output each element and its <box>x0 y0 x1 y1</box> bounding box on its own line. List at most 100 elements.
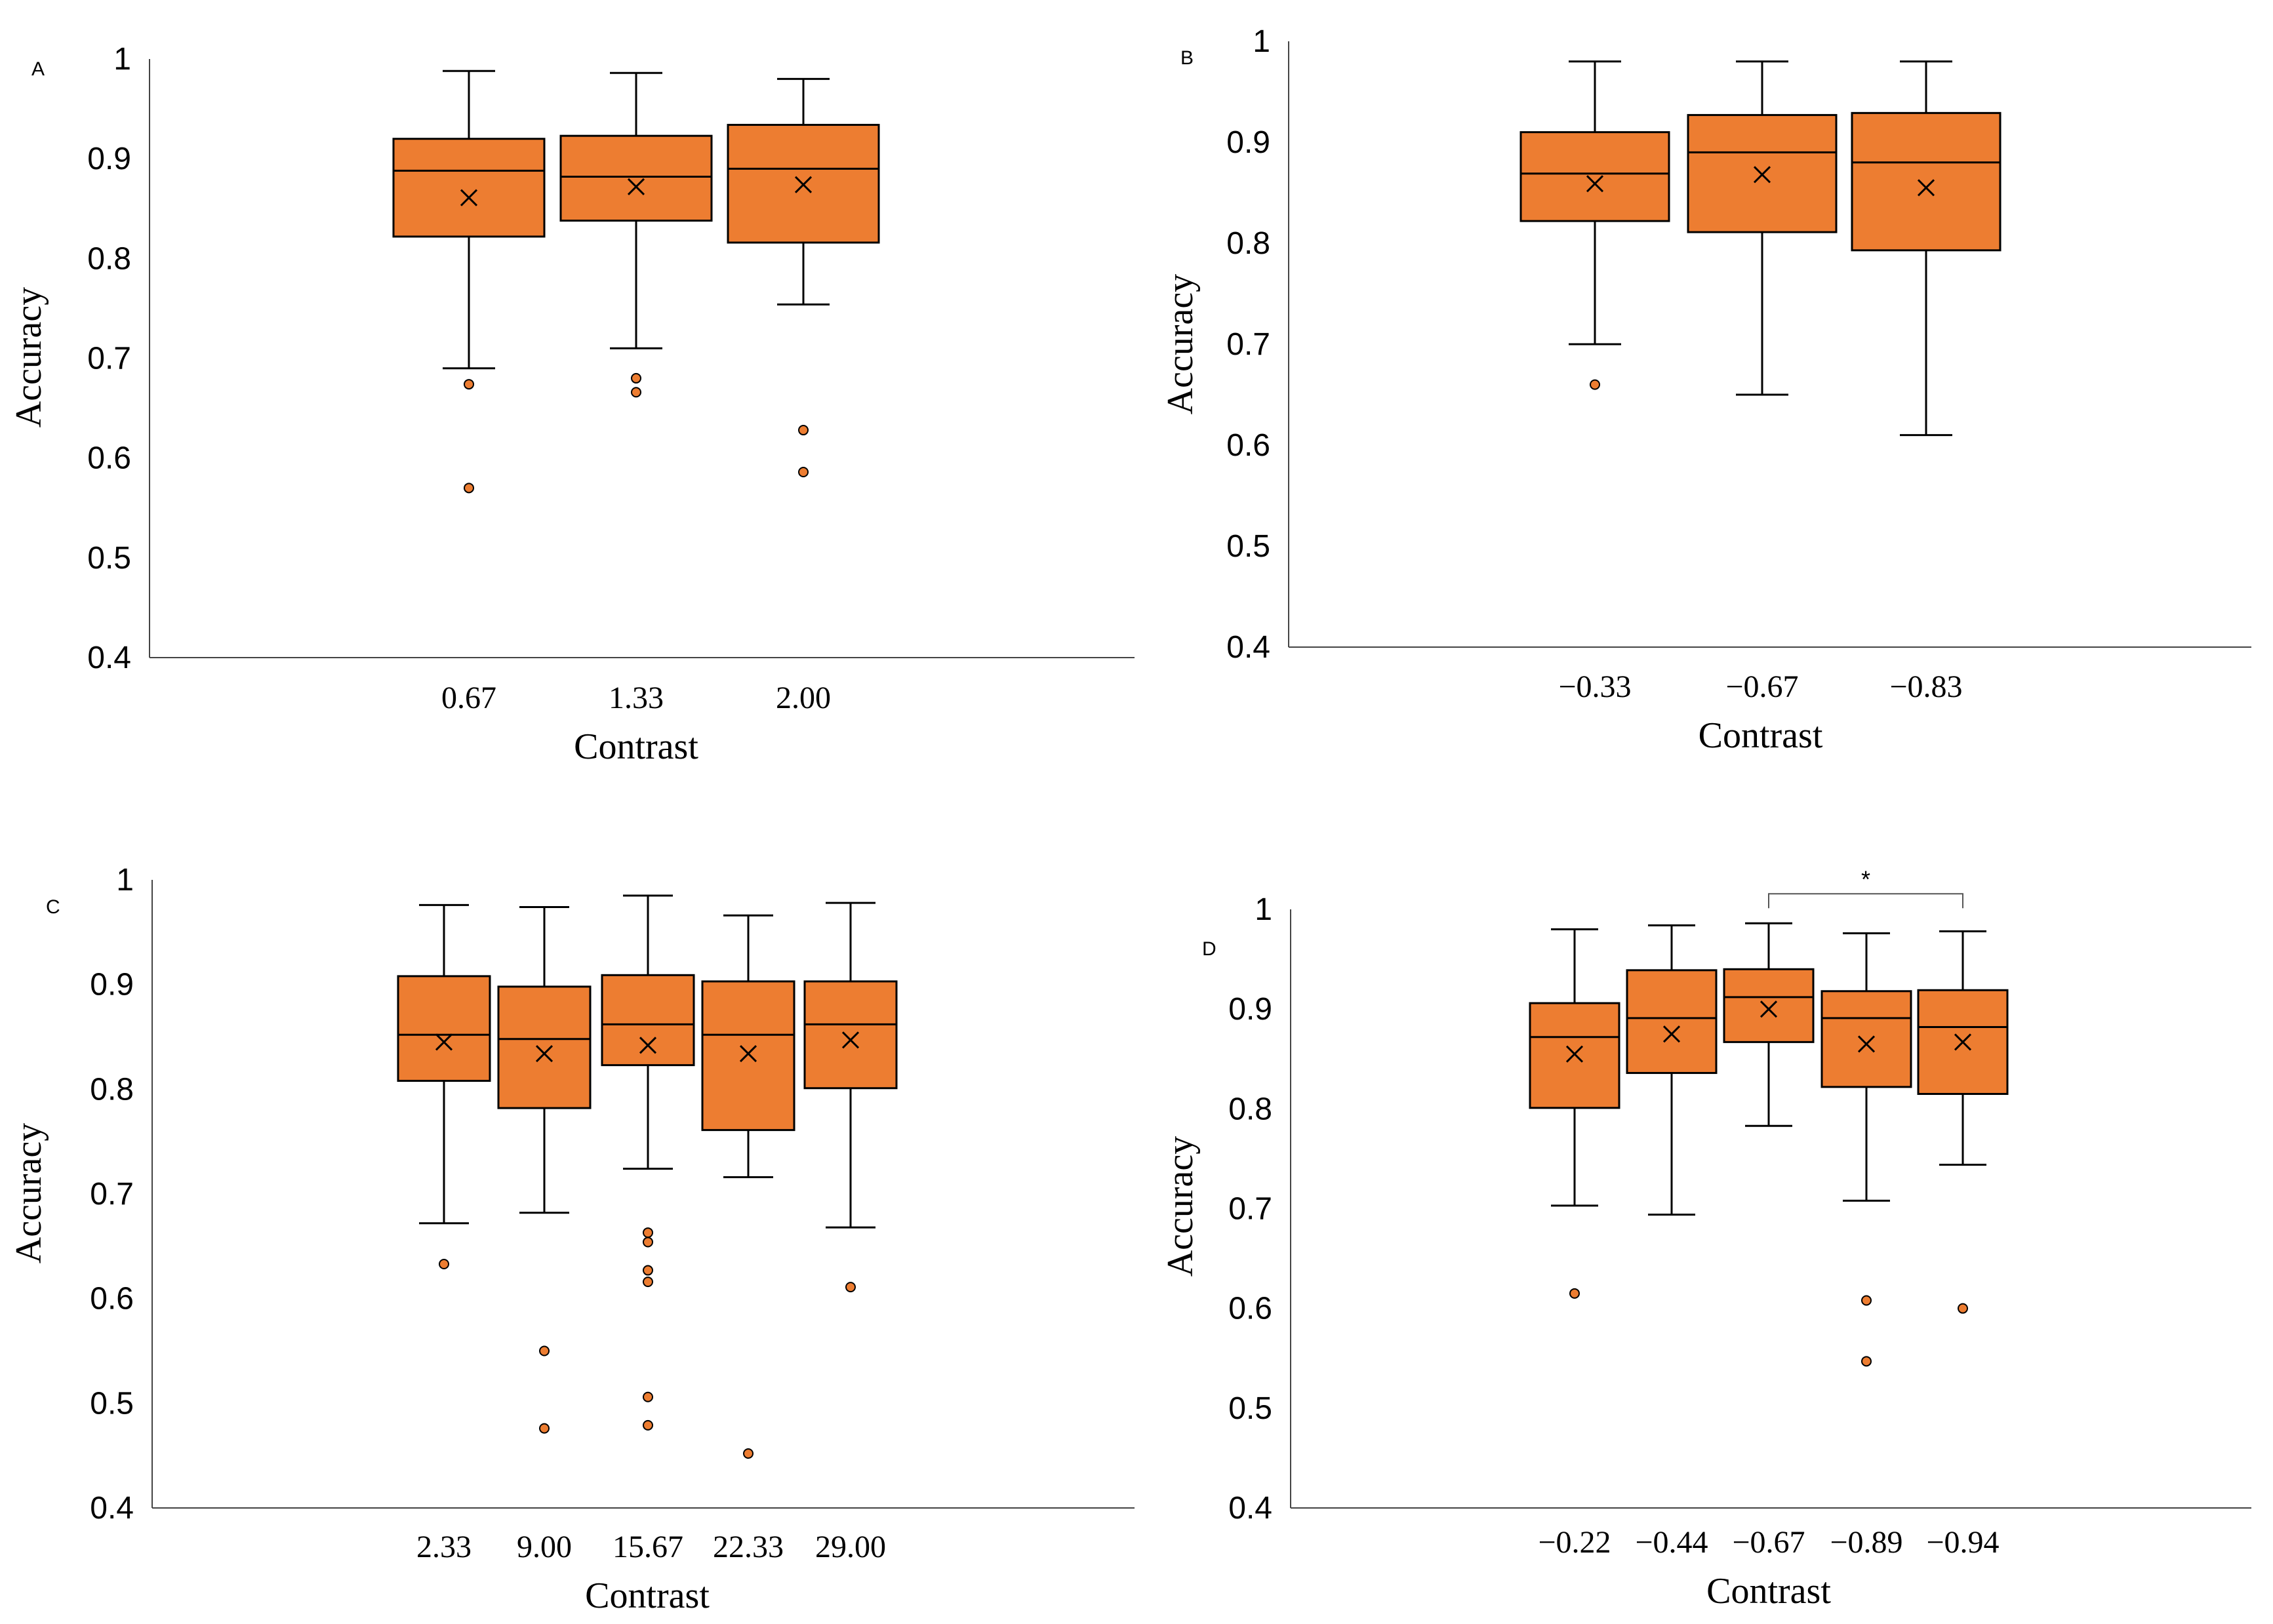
y-tick-label: 0.9 <box>1228 992 1272 1027</box>
panel-letter: A <box>31 58 45 80</box>
iqr-box <box>701 980 795 1132</box>
x-axis-label: Contrast <box>585 1575 710 1616</box>
mean-marker <box>1954 1033 1972 1051</box>
outlier-point <box>643 1277 653 1288</box>
y-tick-label: 0.6 <box>1226 428 1270 463</box>
outlier-point <box>845 1282 856 1293</box>
mean-marker <box>1917 179 1935 197</box>
box-1 <box>397 903 491 1269</box>
x-tick-label: −0.33 <box>1558 669 1631 704</box>
x-tick-label: 29.00 <box>815 1530 886 1564</box>
box-5 <box>803 901 898 1293</box>
outlier-point <box>643 1265 653 1276</box>
x-tick-label: 22.33 <box>713 1530 784 1564</box>
outlier-point <box>643 1227 653 1238</box>
mean-marker <box>1857 1035 1876 1053</box>
box-2 <box>1687 60 1838 396</box>
y-tick-label: 0.8 <box>90 1072 134 1107</box>
y-axis-label: Accuracy <box>1160 274 1201 415</box>
panel-c: C 0.4 0.5 0.6 0.7 0.8 0.9 1 2.33 9.00 15.67 22.33 29… <box>9 863 1135 1616</box>
box-1 <box>1519 60 1670 390</box>
x-tick-label: −0.67 <box>1732 1525 1805 1560</box>
outlier-point <box>539 1345 550 1357</box>
iqr-box <box>392 138 546 238</box>
box-1 <box>1529 928 1620 1299</box>
significance-bracket <box>1768 893 1963 909</box>
y-tick-label: 0.7 <box>1226 327 1270 362</box>
box-2 <box>497 906 592 1434</box>
mean-marker <box>1586 175 1604 193</box>
x-tick-label: 2.33 <box>416 1530 472 1564</box>
mean-marker <box>627 178 645 195</box>
x-tick-label: −0.83 <box>1889 669 1962 704</box>
y-tick-label: 1 <box>116 863 134 898</box>
outlier-point <box>1590 379 1600 390</box>
y-tick-label: 0.9 <box>90 968 134 1002</box>
iqr-box <box>1529 1002 1620 1109</box>
x-axis-label: Contrast <box>1706 1571 1831 1612</box>
x-tick-label: −0.44 <box>1635 1525 1708 1560</box>
x-tick-label: 2.00 <box>776 681 831 715</box>
y-tick-label: 0.5 <box>1228 1391 1272 1426</box>
mean-marker <box>1565 1045 1584 1063</box>
y-tick-label: 0.7 <box>87 342 131 376</box>
significance-star: * <box>1861 865 1870 892</box>
outlier-point <box>743 1448 754 1459</box>
outlier-point <box>1569 1288 1580 1299</box>
box-3 <box>1851 60 2001 437</box>
y-tick-label: 0.8 <box>87 241 131 276</box>
y-tick-label: 0.7 <box>1228 1192 1272 1227</box>
panel-letter: B <box>1180 47 1194 69</box>
outlier-point <box>798 466 809 477</box>
y-tick-label: 0.7 <box>90 1177 134 1212</box>
box-3 <box>727 77 880 477</box>
iqr-box <box>1626 969 1718 1075</box>
outlier-point <box>643 1391 653 1402</box>
x-tick-label: −0.89 <box>1830 1525 1902 1560</box>
mean-marker <box>639 1037 657 1054</box>
mean-marker <box>841 1031 860 1049</box>
outlier-point <box>439 1258 449 1269</box>
box-4 <box>1820 932 1912 1367</box>
x-tick-label: −0.67 <box>1725 669 1798 704</box>
iqr-box <box>1820 990 1912 1088</box>
outlier-point <box>539 1423 550 1434</box>
mean-marker <box>460 189 478 207</box>
mean-marker <box>435 1033 453 1051</box>
box-2 <box>559 71 713 398</box>
x-tick-label: 9.00 <box>517 1530 572 1564</box>
iqr-box <box>1851 111 2001 252</box>
iqr-box <box>803 980 898 1090</box>
iqr-box <box>559 134 713 222</box>
y-tick-label: 0.6 <box>87 441 131 476</box>
outlier-point <box>798 425 809 436</box>
box-1 <box>392 69 546 494</box>
panel-b: B 0.4 0.5 0.6 0.7 0.8 0.9 1 −0.33 −0.67 −0.83 Contr… <box>1160 24 2251 756</box>
outlier-point <box>643 1419 653 1431</box>
x-tick-label: 0.67 <box>441 681 496 715</box>
y-tick-label: 1 <box>1255 892 1272 927</box>
outlier-point <box>1861 1295 1872 1306</box>
x-tick-label: −0.22 <box>1538 1525 1611 1560</box>
mean-marker <box>1760 1000 1778 1018</box>
iqr-box <box>601 974 695 1067</box>
y-tick-label: 0.5 <box>90 1386 134 1421</box>
y-tick-label: 0.6 <box>1228 1292 1272 1326</box>
iqr-box <box>497 985 592 1109</box>
y-axis-label: Accuracy <box>9 1123 49 1264</box>
y-tick-label: 0.9 <box>87 142 131 176</box>
outlier-point <box>1958 1303 1968 1314</box>
box-3 <box>601 894 695 1431</box>
iqr-box <box>1519 131 1670 222</box>
y-tick-label: 0.4 <box>1228 1491 1272 1526</box>
mean-marker <box>739 1044 757 1063</box>
x-tick-label: 15.67 <box>613 1530 683 1564</box>
panel-letter: C <box>46 896 60 918</box>
outlier-point <box>631 372 641 384</box>
iqr-box <box>1723 968 1815 1043</box>
mean-marker <box>1753 166 1771 184</box>
y-tick-label: 1 <box>113 42 131 77</box>
iqr-box <box>397 975 491 1082</box>
panel-d: D 0.4 0.5 0.6 0.7 0.8 0.9 1 −0.22 −0.44 −0.67 −0.89… <box>1160 865 2251 1612</box>
